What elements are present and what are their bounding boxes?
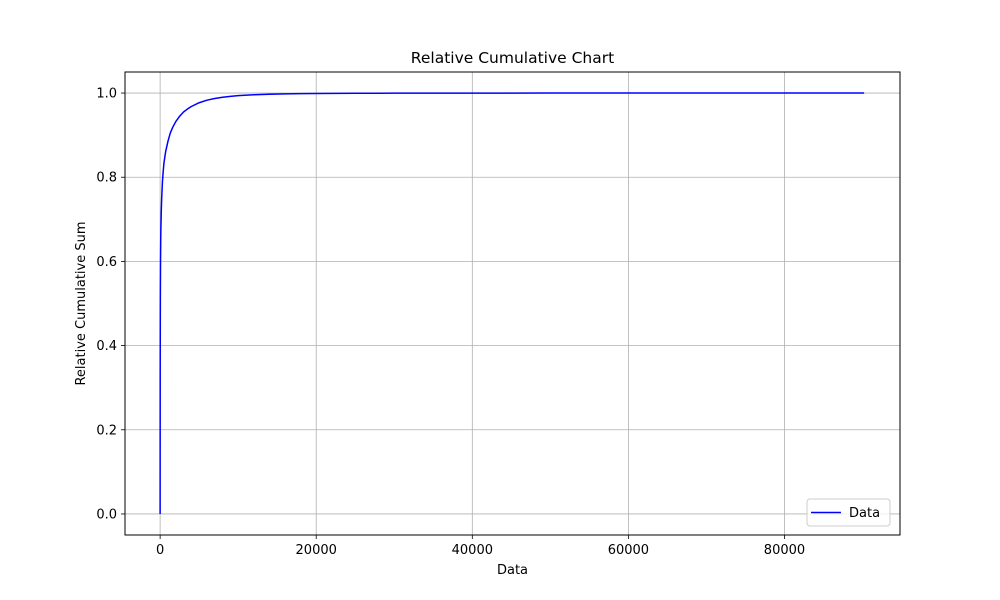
legend-box — [806, 498, 891, 527]
y-tick-label: 0.2 — [96, 423, 117, 438]
y-tick-label: 0.0 — [96, 507, 117, 522]
legend: Data — [806, 498, 891, 527]
series-line — [159, 92, 865, 514]
x-tick-label: 0 — [156, 543, 164, 558]
x-tick-label: 40000 — [452, 543, 493, 558]
x-axis-label: Data — [497, 563, 528, 578]
chart-title: Relative Cumulative Chart — [411, 49, 614, 67]
ticks: 0 20000 40000 60000 80000 0.0 0.2 0.4 0.6 0.8 1.0 — [96, 87, 805, 558]
x-tick-label: 80000 — [764, 543, 805, 558]
x-tick-label: 60000 — [608, 543, 649, 558]
y-tick-label: 1.0 — [96, 87, 117, 102]
y-tick-label: 0.8 — [96, 171, 117, 186]
y-axis-label: Relative Cumulative Sum — [74, 221, 89, 385]
plot-frame — [124, 71, 901, 536]
x-tick-label: 20000 — [296, 543, 337, 558]
y-tick-label: 0.6 — [96, 255, 117, 270]
y-tick-label: 0.4 — [96, 339, 117, 354]
legend-label: Data — [849, 506, 880, 521]
series-layer — [159, 92, 865, 514]
